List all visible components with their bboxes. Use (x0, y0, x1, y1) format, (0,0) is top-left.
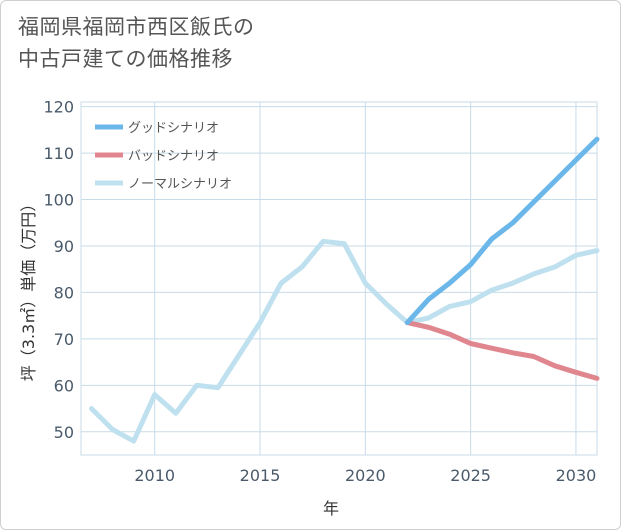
legend-label: バッドシナリオ (128, 149, 219, 164)
tick-labels: 50 60 70 80 90 100 110 120 2010 2015 2020 2025 2030 (43, 98, 596, 485)
y-tick-label: 50 (54, 423, 74, 442)
chart-title-line2: 中古戸建ての価格推移 (18, 47, 233, 71)
series-line-normal (89, 238, 600, 444)
plot-frame (80, 101, 598, 456)
chart-title-line1: 福岡県福岡市西区飯氏の (18, 15, 255, 39)
series-line-good (404, 136, 600, 326)
x-axis-label: 年 (323, 499, 339, 518)
y-tick-label: 110 (43, 144, 74, 163)
series-line-bad (404, 320, 600, 381)
y-tick-label: 80 (54, 283, 74, 302)
y-tick-label: 90 (54, 237, 74, 256)
y-tick-label: 100 (43, 191, 74, 210)
x-tick-label: 2025 (450, 466, 491, 485)
x-tick-label: 2020 (345, 466, 386, 485)
x-tick-label: 2015 (240, 466, 281, 485)
y-tick-label: 70 (54, 330, 74, 349)
legend-label: グッドシナリオ (128, 121, 219, 136)
x-tick-label: 2010 (134, 466, 175, 485)
y-axis-label: 坪（3.3㎡）単価（万円） (19, 196, 38, 381)
y-tick-label: 60 (54, 376, 74, 395)
y-tick-label: 120 (43, 98, 74, 117)
x-tick-label: 2030 (556, 466, 597, 485)
legend-label: ノーマルシナリオ (128, 177, 232, 192)
series-lines (89, 136, 600, 444)
grid-lines (80, 101, 598, 456)
chart-title: 福岡県福岡市西区飯氏の 中古戸建ての価格推移 (18, 11, 255, 75)
